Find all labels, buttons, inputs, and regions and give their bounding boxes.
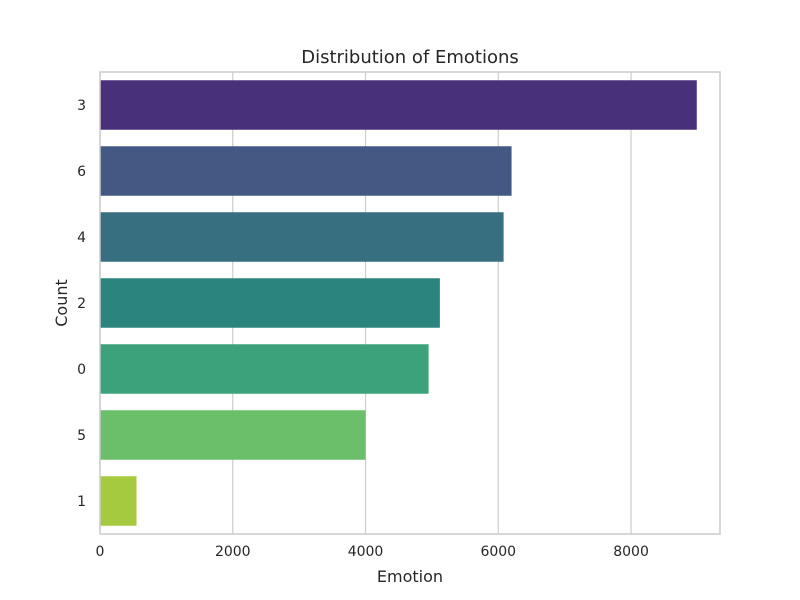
plot-frame	[99, 71, 721, 535]
chart-title: Distribution of Emotions	[301, 47, 519, 68]
bar-0	[100, 344, 429, 394]
x-tick-label: 8000	[613, 544, 649, 560]
y-axis-label: Count	[52, 279, 71, 327]
x-tick-label: 2000	[215, 544, 251, 560]
x-tick-label: 0	[96, 544, 105, 560]
bars	[100, 80, 697, 526]
y-tick-label: 1	[77, 494, 86, 510]
bar-1	[100, 476, 137, 526]
y-tick-label: 0	[77, 362, 86, 378]
bar-6	[100, 146, 512, 196]
y-tick-label: 3	[77, 98, 86, 114]
x-tick-labels: 0 2000 4000 6000 8000	[96, 544, 649, 560]
y-tick-label: 4	[77, 230, 86, 246]
bar-2	[100, 278, 440, 328]
x-tick-label: 4000	[348, 544, 384, 560]
y-tick-label: 5	[77, 428, 86, 444]
y-tick-label: 6	[77, 164, 86, 180]
bar-3	[100, 80, 697, 130]
bar-4	[100, 212, 504, 262]
x-tick-label: 6000	[480, 544, 516, 560]
y-tick-labels: 3 6 4 2 0 5 1	[77, 98, 86, 510]
bar-5	[100, 410, 366, 460]
y-tick-label: 2	[77, 296, 86, 312]
x-axis-label: Emotion	[377, 567, 443, 586]
